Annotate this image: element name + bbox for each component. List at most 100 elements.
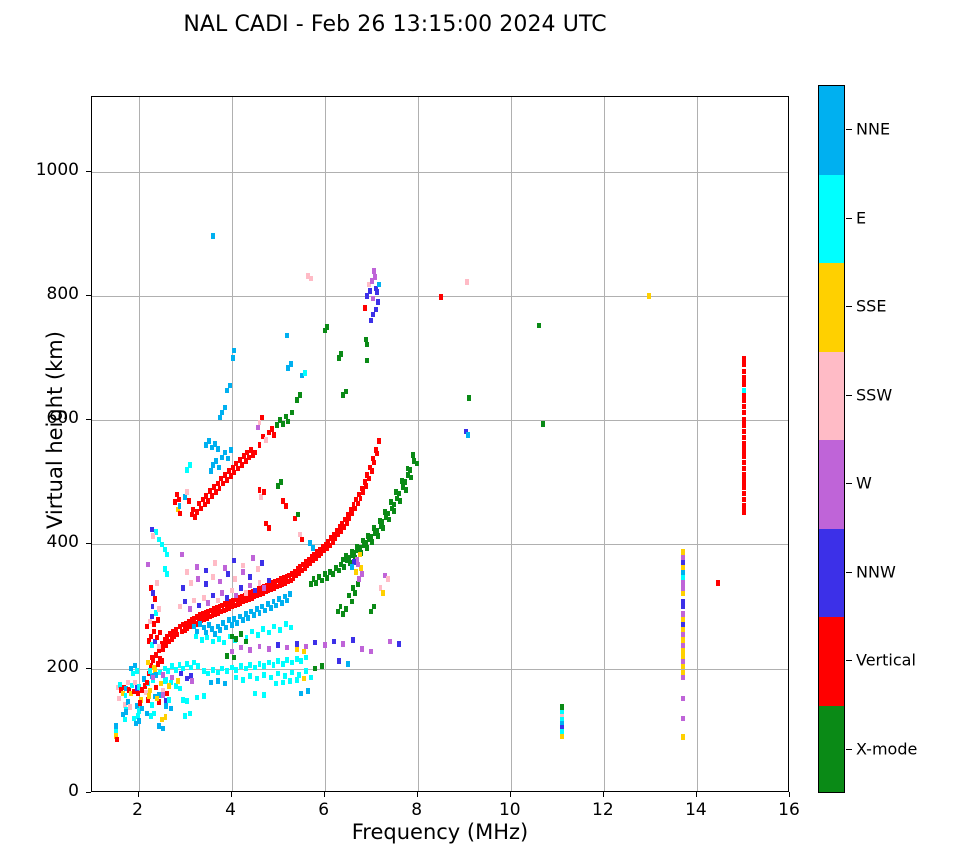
- data-point: [154, 652, 159, 658]
- data-point: [287, 572, 292, 579]
- data-point: [294, 641, 299, 647]
- data-point: [300, 372, 305, 379]
- data-point: [239, 462, 244, 468]
- data-point: [249, 447, 254, 453]
- data-point: [215, 445, 220, 452]
- data-point: [291, 575, 296, 581]
- data-point: [387, 638, 392, 645]
- data-point: [349, 549, 354, 555]
- data-point: [304, 668, 309, 674]
- data-point: [255, 632, 260, 638]
- data-point: [195, 628, 200, 635]
- data-point: [224, 668, 229, 674]
- data-point: [297, 392, 302, 399]
- gridline-vertical: [510, 97, 512, 791]
- data-point: [466, 432, 470, 438]
- data-point: [742, 428, 747, 435]
- data-point: [123, 692, 128, 699]
- data-point: [337, 524, 342, 530]
- data-point: [165, 551, 170, 558]
- data-point: [388, 499, 393, 505]
- data-point: [385, 576, 390, 582]
- x-axis-tick: [509, 792, 511, 797]
- data-point: [185, 568, 190, 575]
- data-point: [295, 511, 300, 518]
- data-point: [162, 636, 167, 643]
- data-point: [325, 324, 330, 330]
- data-point: [170, 674, 174, 681]
- data-point: [742, 397, 747, 404]
- colorbar-segment-vertical: [819, 617, 844, 706]
- data-point: [361, 489, 366, 495]
- data-point: [325, 545, 329, 551]
- data-point: [365, 472, 370, 478]
- data-point: [228, 598, 233, 605]
- data-point: [412, 458, 416, 464]
- data-point: [742, 381, 747, 387]
- data-point: [312, 551, 317, 558]
- data-point: [117, 695, 121, 702]
- data-point: [222, 639, 227, 646]
- data-point: [170, 628, 175, 635]
- data-point: [238, 600, 243, 606]
- data-point: [742, 391, 747, 397]
- data-point: [168, 631, 173, 637]
- data-point: [308, 581, 313, 587]
- data-point: [220, 454, 225, 461]
- data-point: [372, 268, 376, 274]
- data-point: [464, 279, 469, 285]
- data-point: [276, 483, 281, 489]
- colorbar-tick: [846, 217, 852, 219]
- data-point: [266, 659, 271, 666]
- data-point: [216, 609, 221, 616]
- data-point: [680, 734, 685, 740]
- data-point: [248, 573, 253, 580]
- data-point: [215, 623, 220, 630]
- data-point: [122, 701, 127, 708]
- data-point: [172, 632, 177, 639]
- x-axis-tick-label: 14: [685, 800, 707, 820]
- data-point: [212, 440, 217, 447]
- data-point: [211, 462, 215, 468]
- data-point: [383, 509, 388, 515]
- data-point: [290, 571, 295, 578]
- data-point: [173, 667, 178, 673]
- data-point: [374, 527, 379, 534]
- data-point: [162, 665, 167, 672]
- data-point: [213, 458, 218, 464]
- data-point: [148, 687, 153, 694]
- data-point: [411, 452, 416, 458]
- data-point: [375, 532, 380, 539]
- data-point: [328, 568, 333, 575]
- colorbar-label-ssw: SSW: [856, 385, 893, 405]
- data-point: [326, 539, 331, 545]
- data-point: [185, 698, 190, 704]
- data-point: [238, 644, 243, 651]
- data-point: [174, 491, 179, 498]
- data-point: [680, 621, 685, 627]
- data-point: [392, 508, 397, 514]
- data-point: [223, 472, 228, 478]
- data-point: [363, 336, 368, 343]
- data-point: [340, 520, 345, 527]
- data-point: [173, 627, 178, 633]
- gridline-horizontal: [92, 544, 788, 546]
- data-point: [347, 560, 352, 566]
- data-point: [236, 465, 241, 472]
- data-point: [229, 648, 234, 655]
- data-point: [646, 293, 651, 299]
- colorbar: [818, 85, 845, 793]
- data-point: [213, 489, 218, 495]
- data-point: [267, 581, 272, 587]
- data-point: [357, 576, 362, 582]
- data-point: [356, 581, 361, 587]
- colorbar-label-nnw: NNW: [856, 562, 896, 582]
- data-point: [742, 503, 747, 509]
- data-point: [194, 564, 199, 570]
- data-point: [189, 617, 194, 624]
- data-point: [742, 478, 747, 484]
- data-point: [146, 637, 151, 644]
- data-point: [295, 566, 300, 573]
- data-point: [199, 617, 204, 624]
- data-point: [560, 728, 564, 734]
